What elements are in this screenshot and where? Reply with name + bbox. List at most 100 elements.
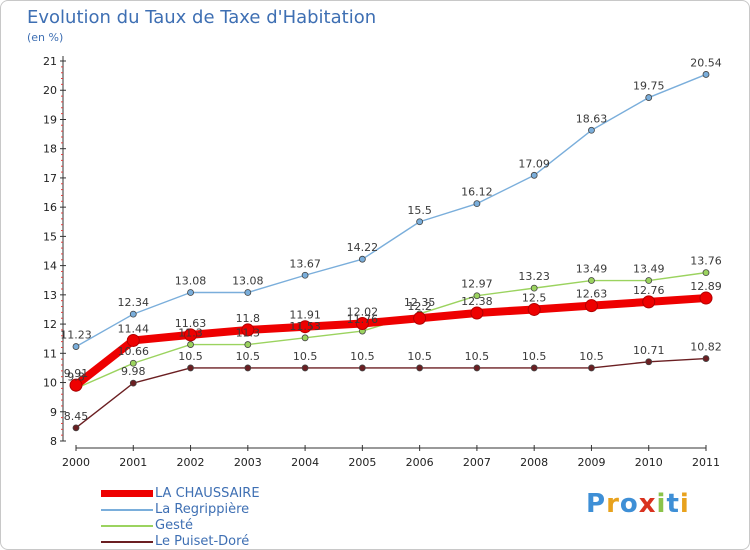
x-tick-label: 2009 [577, 456, 605, 469]
data-point [645, 358, 653, 366]
data-point [244, 341, 252, 348]
data-label: 8.45 [64, 410, 89, 423]
data-point [699, 291, 713, 305]
y-tick-label: 18 [43, 143, 57, 156]
data-point [645, 94, 653, 101]
data-point [244, 364, 252, 372]
data-label: 11.76 [347, 313, 379, 326]
y-tick-label: 13 [43, 289, 57, 302]
data-label: 13.08 [175, 275, 207, 288]
data-label: 10.5 [236, 350, 261, 363]
y-tick-label: 16 [43, 201, 57, 214]
data-point [358, 364, 366, 372]
data-label: 11.8 [236, 312, 261, 325]
y-tick-label: 20 [43, 84, 57, 97]
data-label: 10.82 [690, 341, 722, 354]
data-label: 9.8 [67, 370, 85, 383]
data-label: 11.44 [118, 322, 150, 335]
data-point [642, 295, 656, 309]
data-point [702, 355, 710, 362]
x-tick-label: 2011 [692, 456, 720, 469]
data-point [187, 341, 194, 348]
x-tick-label: 2005 [348, 456, 376, 469]
logo-letter: r [606, 489, 620, 519]
y-tick-label: 12 [43, 318, 57, 331]
data-point [416, 364, 424, 372]
y-tick-label: 10 [43, 377, 57, 390]
data-point [358, 255, 366, 263]
legend-swatch [101, 490, 153, 497]
proxiti-logo: Proxiti [586, 489, 690, 519]
data-label: 14.22 [347, 241, 379, 254]
data-label: 12.76 [633, 284, 665, 297]
logo-letter: x [638, 489, 657, 519]
data-point [702, 71, 710, 78]
data-point [355, 316, 369, 330]
data-label: 9.91 [64, 367, 89, 380]
data-point [187, 289, 194, 296]
data-point [72, 424, 80, 432]
data-point [187, 364, 194, 372]
data-label: 12.97 [461, 278, 493, 291]
data-point [530, 171, 538, 179]
y-tick-label: 8 [50, 435, 57, 448]
data-label: 10.5 [350, 350, 375, 363]
data-label: 13.76 [690, 255, 722, 268]
data-point [470, 306, 484, 320]
y-tick-label: 9 [50, 406, 57, 419]
x-tick-label: 2001 [119, 456, 147, 469]
data-label: 15.5 [407, 204, 432, 217]
data-label: 10.66 [118, 345, 150, 358]
data-point [473, 364, 481, 372]
data-label: 11.23 [60, 329, 92, 342]
data-point [69, 378, 83, 392]
data-point [72, 343, 80, 350]
data-label: 11.3 [178, 327, 203, 340]
data-label: 11.53 [289, 320, 321, 333]
data-label: 13.23 [518, 270, 550, 283]
y-tick-label: 21 [43, 55, 57, 68]
legend-label: Le Puiset-Doré [155, 534, 250, 549]
legend-swatch [101, 541, 153, 543]
data-label: 11.91 [289, 309, 321, 322]
legend-swatch [101, 525, 153, 527]
y-tick-label: 19 [43, 113, 57, 126]
data-label: 13.67 [289, 257, 321, 270]
logo-letter: o [619, 489, 639, 519]
data-label: 12.34 [118, 296, 150, 309]
data-label: 20.54 [690, 56, 722, 69]
chart-title: Evolution du Taux de Taxe d'Habitation [27, 7, 377, 28]
data-point [530, 364, 538, 372]
data-point [588, 277, 595, 284]
data-label: 10.5 [579, 350, 604, 363]
data-label: 9.98 [121, 365, 146, 378]
data-label: 10.5 [465, 350, 490, 363]
data-point [473, 292, 481, 300]
data-label: 10.5 [407, 350, 432, 363]
y-tick-label: 17 [43, 172, 57, 185]
data-point [584, 299, 598, 313]
x-tick-label: 2010 [635, 456, 663, 469]
data-label: 10.5 [522, 350, 547, 363]
data-point [301, 364, 309, 372]
logo-letter: i [679, 489, 690, 519]
data-point [588, 126, 595, 134]
data-label: 13.49 [633, 263, 665, 276]
legend-label: Gesté [155, 518, 193, 533]
y-tick-label: 11 [43, 347, 57, 360]
data-point [126, 333, 140, 347]
data-label: 12.35 [404, 296, 436, 309]
series-line [75, 73, 707, 348]
data-point [244, 289, 252, 296]
data-label: 13.08 [232, 275, 264, 288]
data-point [129, 379, 137, 387]
data-point [413, 311, 427, 325]
legend-label: La Regrippière [155, 502, 250, 517]
x-tick-label: 2007 [463, 456, 491, 469]
data-point [527, 302, 541, 316]
y-tick-label: 14 [43, 260, 57, 273]
data-point [473, 200, 481, 208]
data-point [298, 320, 312, 334]
x-tick-label: 2000 [62, 456, 90, 469]
